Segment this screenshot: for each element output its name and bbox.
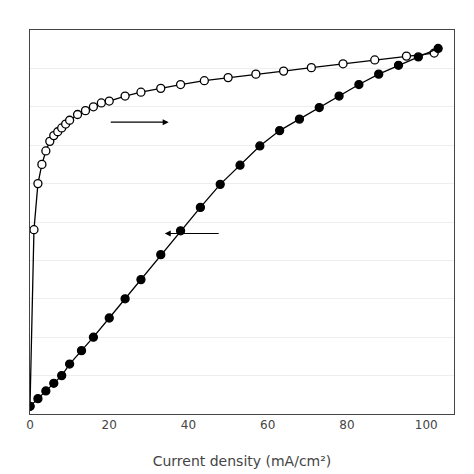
svg-text:80: 80 <box>339 418 354 432</box>
svg-text:40: 40 <box>181 418 196 432</box>
svg-text:20: 20 <box>102 418 117 432</box>
svg-text:Current density (mA/cm²): Current density (mA/cm²) <box>153 453 332 469</box>
svg-text:0: 0 <box>26 418 34 432</box>
svg-text:100: 100 <box>415 418 438 432</box>
svg-text:60: 60 <box>260 418 275 432</box>
